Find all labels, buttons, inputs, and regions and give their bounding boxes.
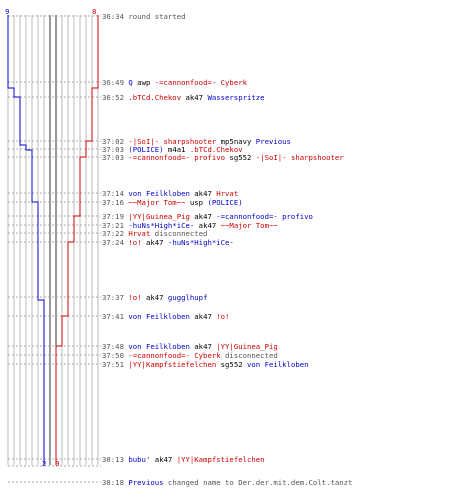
event-row: 37:19 |YY|Guinea_Pig ak47 -=cannonfood=-… bbox=[102, 212, 313, 221]
event-row: 37:02 -|SoI|- sharpshooter mp5navy Previ… bbox=[102, 137, 291, 146]
event-row: 37:16 ~~Major Tom~~ usp (POLICE) bbox=[102, 198, 243, 207]
player-name: gugglhupf bbox=[167, 293, 208, 302]
weapon-name: ak47 bbox=[189, 312, 217, 321]
event-time: 37:22 bbox=[102, 229, 124, 238]
player-name: von Feilkloben bbox=[128, 189, 190, 198]
blue-team-line bbox=[7, 15, 45, 465]
player-name: -|SoI|- sharpshooter bbox=[255, 153, 344, 162]
event-time: 37:48 bbox=[102, 342, 124, 351]
player-name: von Feilkloben bbox=[128, 342, 190, 351]
event-row: 37:51 |YY|Kampfstiefelchen sg552 von Fei… bbox=[102, 360, 309, 369]
player-name: Hrvat bbox=[216, 189, 239, 198]
player-name: -=cannonfood=- Cyberk bbox=[154, 78, 248, 87]
red-team-count-bottom: 0 bbox=[55, 459, 60, 468]
player-name: |YY|Guinea_Pig bbox=[216, 342, 278, 351]
red-team-count-top: 8 bbox=[92, 7, 97, 16]
event-row: 37:41 von Feilkloben ak47 !o! bbox=[102, 312, 229, 321]
weapon-name: sg552 bbox=[225, 153, 256, 162]
player-name: !o! bbox=[128, 238, 142, 247]
player-name: -=cannonfood=- profivo bbox=[216, 212, 313, 221]
event-time: 37:16 bbox=[102, 198, 124, 207]
event-row: 36:52 .bTCd.Chekov ak47 Wasserspritze bbox=[102, 93, 265, 102]
player-name: .bTCd.Chekov bbox=[128, 93, 182, 102]
event-row: 37:50 -=cannonfood=- Cyberk disconnected bbox=[102, 351, 278, 360]
blue-team-count-top: 9 bbox=[5, 7, 10, 16]
player-name: |YY|Kampfstiefelchen bbox=[176, 455, 265, 464]
event-row: 37:37 !o! ak47 gugglhupf bbox=[102, 293, 207, 302]
weapon-name: mp5navy bbox=[216, 137, 256, 146]
weapon-name: ak47 bbox=[189, 212, 217, 221]
event-time: 38:13 bbox=[102, 455, 124, 464]
event-time: 37:41 bbox=[102, 312, 124, 321]
player-name: ~~Major Tom~~ bbox=[220, 221, 278, 230]
weapon-name: ak47 bbox=[141, 238, 168, 247]
weapon-name: m4a1 bbox=[163, 145, 190, 154]
event-time: 37:14 bbox=[102, 189, 124, 198]
weapon-name: ak47 bbox=[194, 221, 221, 230]
event-time: 37:51 bbox=[102, 360, 124, 369]
event-row: 37:24 !o! ak47 -huNs*High*iCe- bbox=[102, 238, 234, 247]
player-name: Previous bbox=[128, 478, 164, 487]
player-name: !o! bbox=[128, 293, 142, 302]
event-time: 36:34 bbox=[102, 12, 124, 21]
event-row: 37:03 (POLICE) m4a1 .bTCd.Chekov bbox=[102, 145, 243, 154]
event-time: 37:19 bbox=[102, 212, 124, 221]
player-name: |YY|Kampfstiefelchen bbox=[128, 360, 217, 369]
weapon-name: ak47 bbox=[150, 455, 177, 464]
event-time: 37:03 bbox=[102, 145, 124, 154]
player-name: (POLICE) bbox=[128, 145, 164, 154]
event-row: 37:22 Hrvat disconnected bbox=[102, 229, 207, 238]
player-name: Wasserspritze bbox=[207, 93, 265, 102]
player-name: -=cannonfood=- profivo bbox=[128, 153, 226, 162]
event-row: 37:48 von Feilkloben ak47 |YY|Guinea_Pig bbox=[102, 342, 278, 351]
player-name: Hrvat bbox=[128, 229, 151, 238]
player-name: .bTCd.Chekov bbox=[189, 145, 243, 154]
event-time: 38:18 bbox=[102, 478, 124, 487]
event-text: disconnected bbox=[150, 229, 208, 238]
player-name: bubu' bbox=[128, 455, 151, 464]
event-row: 37:03 -=cannonfood=- profivo sg552 -|SoI… bbox=[102, 153, 344, 162]
player-name: -=cannonfood=- Cyberk bbox=[128, 351, 221, 360]
blue-team-count-bottom: 2 bbox=[42, 459, 47, 468]
event-row: 38:13 bubu' ak47 |YY|Kampfstiefelchen bbox=[102, 455, 265, 464]
player-name: -|SoI|- sharpshooter bbox=[128, 137, 217, 146]
event-row: 36:34 round started bbox=[102, 12, 186, 21]
event-time: 36:52 bbox=[102, 93, 124, 102]
weapon-name: usp bbox=[185, 198, 208, 207]
weapon-name: sg552 bbox=[216, 360, 248, 369]
event-time: 37:50 bbox=[102, 351, 124, 360]
player-name: -huNs*High*iCe- bbox=[128, 221, 195, 230]
player-name: -huNs*High*iCe- bbox=[167, 238, 234, 247]
weapon-name: ak47 bbox=[189, 189, 217, 198]
event-row: 37:21 -huNs*High*iCe- ak47 ~~Major Tom~~ bbox=[102, 221, 278, 230]
weapon-name: ak47 bbox=[181, 93, 208, 102]
event-time: 37:21 bbox=[102, 221, 124, 230]
player-name: Q bbox=[128, 78, 133, 87]
player-name: Previous bbox=[255, 137, 291, 146]
weapon-name: ak47 bbox=[189, 342, 217, 351]
event-row: 37:14 von Feilkloben ak47 Hrvat bbox=[102, 189, 238, 198]
red-team-line bbox=[55, 15, 99, 465]
player-name: |YY|Guinea_Pig bbox=[128, 212, 190, 221]
event-row: 38:18 Previous changed name to Der.der.m… bbox=[102, 478, 352, 487]
event-time: 37:02 bbox=[102, 137, 124, 146]
event-time: 37:03 bbox=[102, 153, 124, 162]
weapon-name: awp bbox=[132, 78, 155, 87]
event-time: 37:24 bbox=[102, 238, 124, 247]
player-name: !o! bbox=[216, 312, 230, 321]
player-name: ~~Major Tom~~ bbox=[128, 198, 186, 207]
event-text: changed name to Der.der.mit.dem.Colt.tan… bbox=[163, 478, 353, 487]
event-time: 36:49 bbox=[102, 78, 124, 87]
weapon-name: ak47 bbox=[141, 293, 168, 302]
event-text: disconnected bbox=[220, 351, 278, 360]
event-time: 37:37 bbox=[102, 293, 124, 302]
player-name: (POLICE) bbox=[207, 198, 243, 207]
event-text: round started bbox=[128, 12, 186, 21]
player-name: von Feilkloben bbox=[247, 360, 309, 369]
event-row: 36:49 Q awp -=cannonfood=- Cyberk bbox=[102, 78, 247, 87]
player-name: von Feilkloben bbox=[128, 312, 190, 321]
